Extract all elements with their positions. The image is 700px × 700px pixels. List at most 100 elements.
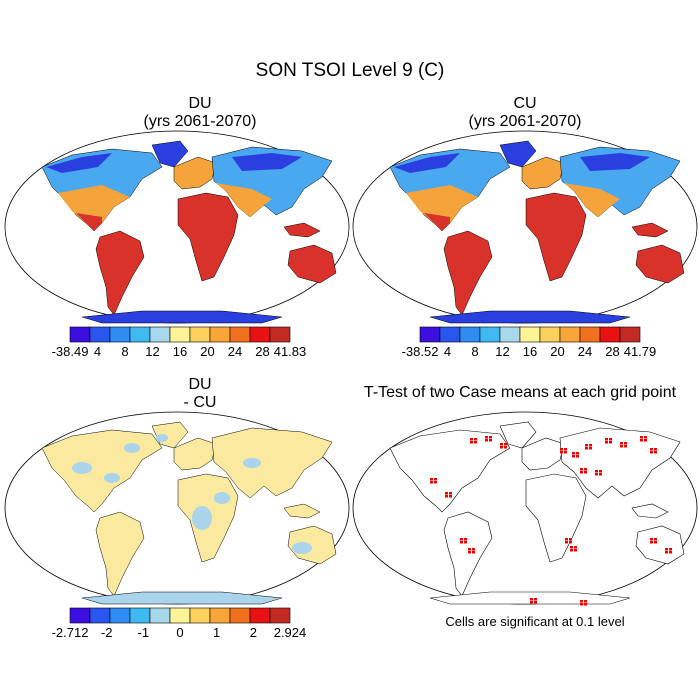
- colorbar-swatch: [89, 326, 111, 343]
- panel-cu-title: CU (yrs 2061-2070): [400, 95, 650, 131]
- land-samerica: [95, 230, 145, 316]
- sig-cell: [489, 436, 492, 439]
- sig-cell: [599, 473, 602, 476]
- land-indonesia: [283, 222, 321, 238]
- colorbar-swatch: [229, 607, 251, 624]
- land-greenland: [499, 421, 537, 449]
- sig-cell: [470, 441, 473, 444]
- sig-cell: [474, 441, 477, 444]
- panel-diff-title-line1: DU: [188, 376, 212, 393]
- colorbar-swatch: [109, 326, 131, 343]
- land-namerica: [389, 429, 511, 513]
- colorbar-swatch: [169, 607, 191, 624]
- sig-cell: [434, 478, 437, 481]
- sig-cell: [595, 473, 598, 476]
- colorbar-swatch: [539, 326, 561, 343]
- neg-patch: [104, 473, 120, 483]
- band-na-hot: [424, 213, 450, 231]
- sig-cell: [565, 541, 568, 544]
- colorbar-label: -38.52: [402, 344, 439, 359]
- band-na-hot: [76, 213, 102, 231]
- sig-cell: [654, 538, 657, 541]
- band-na-cold: [46, 153, 112, 173]
- panel-du-title: DU (yrs 2061-2070): [75, 95, 325, 131]
- neg-patch: [72, 462, 92, 474]
- sig-cell: [572, 455, 575, 458]
- sig-cell: [564, 451, 567, 454]
- map-du: [4, 130, 350, 324]
- sig-cell: [585, 444, 588, 447]
- land-asia: [211, 427, 333, 499]
- colorbar-label: 4: [94, 344, 101, 359]
- sig-cell: [464, 541, 467, 544]
- colorbar-label: 16: [523, 344, 537, 359]
- colorbar-cu: -38.52 4 8 12 16 20 24 28 41.79: [402, 326, 656, 359]
- panel-diff-title: DU - CU: [75, 376, 325, 412]
- colorbar-label: 24: [228, 344, 242, 359]
- land-europe: [173, 156, 217, 190]
- colorbar-label: 8: [121, 344, 128, 359]
- land-greenland: [499, 140, 537, 168]
- sig-cell: [570, 549, 573, 552]
- colorbar-label: 20: [550, 344, 564, 359]
- band-na-cold: [394, 153, 460, 173]
- sig-cell: [565, 538, 568, 541]
- colorbar-swatch: [229, 326, 251, 343]
- sig-cell: [654, 448, 657, 451]
- sig-cell: [599, 470, 602, 473]
- land-samerica: [95, 511, 145, 597]
- sig-cell: [569, 541, 572, 544]
- land-samerica: [443, 511, 493, 597]
- colorbar-swatch: [439, 326, 461, 343]
- sig-cell: [644, 436, 647, 439]
- panel-du-title-line2: (yrs 2061-2070): [143, 113, 257, 130]
- neg-patch: [124, 443, 140, 453]
- neg-patch: [243, 458, 261, 468]
- land-europe: [521, 156, 565, 190]
- sig-cell: [500, 443, 503, 446]
- sig-cell: [460, 541, 463, 544]
- land-europe: [521, 437, 565, 471]
- colorbar-swatch: [169, 326, 191, 343]
- colorbar-label: 20: [200, 344, 214, 359]
- sig-cell: [665, 548, 668, 551]
- sig-cell: [609, 441, 612, 444]
- sig-cell: [534, 598, 537, 601]
- land-antarctica: [81, 591, 283, 605]
- colorbar-swatch: [269, 326, 291, 343]
- sig-cell: [485, 439, 488, 442]
- map-ttest: [352, 411, 698, 606]
- sig-cell: [650, 448, 653, 451]
- panel-cu-title-line2: (yrs 2061-2070): [468, 113, 582, 130]
- sig-cell: [620, 442, 623, 445]
- sig-cell: [580, 468, 583, 471]
- colorbar-swatch: [499, 326, 521, 343]
- sig-cell: [445, 495, 448, 498]
- colorbar-label: 28: [255, 344, 269, 359]
- colorbar-label: 12: [495, 344, 509, 359]
- colorbar-swatch: [129, 326, 151, 343]
- colorbar-label: 1: [213, 625, 220, 640]
- sig-cell: [589, 447, 592, 450]
- sig-cell: [564, 448, 567, 451]
- panel-diff-title-line2: - CU: [183, 394, 217, 411]
- band-asia-warm: [216, 183, 272, 217]
- colorbar-swatch: [129, 607, 151, 624]
- colorbar-swatch: [599, 326, 621, 343]
- sig-cell: [445, 492, 448, 495]
- colorbar-label: 41.83: [274, 344, 307, 359]
- sig-cell: [430, 481, 433, 484]
- colorbar-label: 16: [173, 344, 187, 359]
- colorbar-swatch: [559, 326, 581, 343]
- sig-cell: [530, 601, 533, 604]
- sig-cell: [464, 538, 467, 541]
- band-asia-warm: [564, 183, 620, 217]
- sig-cell: [585, 447, 588, 450]
- sig-cell: [620, 445, 623, 448]
- colorbar-swatch: [69, 326, 91, 343]
- sig-cell: [595, 470, 598, 473]
- sig-cell: [650, 538, 653, 541]
- colorbar-swatch: [189, 326, 211, 343]
- colorbar-label: 12: [145, 344, 159, 359]
- panel-du-title-line1: DU: [188, 95, 212, 112]
